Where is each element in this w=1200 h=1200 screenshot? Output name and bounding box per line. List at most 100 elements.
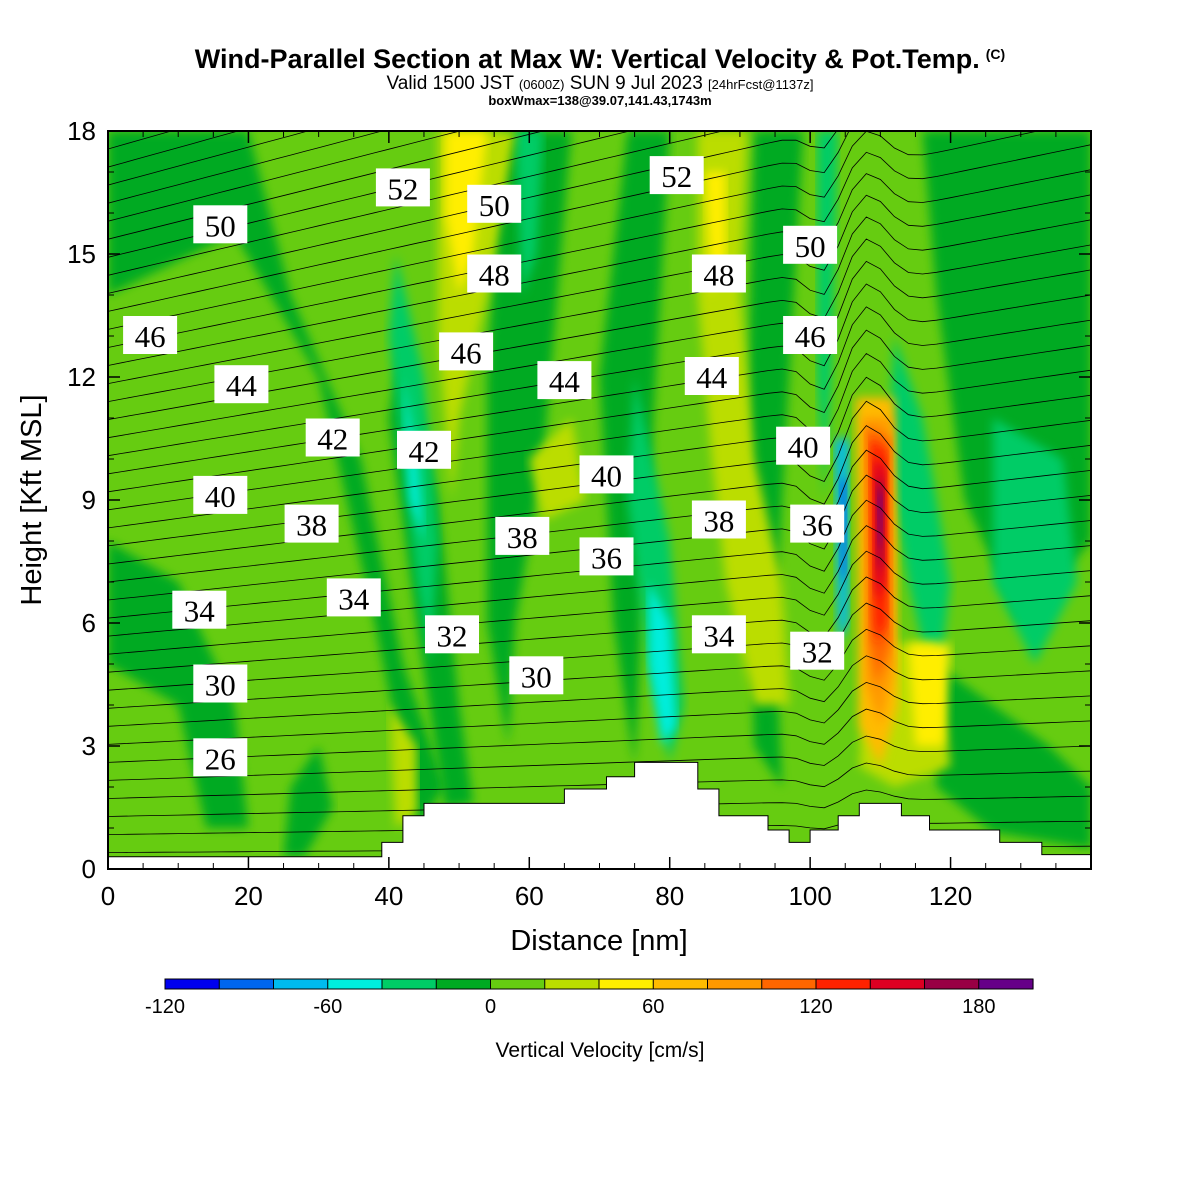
contour-label-box [495, 516, 550, 555]
isentrope-24 [108, 260, 1091, 439]
colorbar-tick-label: 0 [485, 996, 496, 1018]
contour-label-box [193, 664, 248, 703]
contour-label-box [172, 590, 227, 629]
isentrope-30 [108, 131, 1040, 330]
isentrope-27 [108, 194, 1091, 384]
valid-time-utc: (0600Z) [518, 77, 565, 92]
isentrope-34 [108, 131, 632, 258]
isentrope-9 [108, 628, 1091, 709]
isentrope-25 [108, 238, 1091, 420]
isentrope-17 [108, 425, 1091, 565]
colorbar-tick-label: 120 [799, 996, 832, 1018]
velocity-region-25 [908, 643, 951, 746]
contour-label-text: 44 [549, 364, 581, 399]
x-tick-label: 40 [374, 881, 403, 911]
contour-label-text: 40 [591, 458, 622, 493]
isentrope-16 [108, 449, 1091, 583]
x-tick-label: 80 [655, 881, 684, 911]
contour-label-23: 36 [579, 537, 634, 576]
contour-label-text: 50 [205, 208, 236, 243]
contour-label-box [579, 537, 634, 576]
velocity-region-14 [887, 336, 951, 705]
contour-label-9: 46 [439, 332, 494, 371]
contour-label-box [305, 418, 360, 457]
isentrope-12 [108, 550, 1091, 655]
contour-label-text: 34 [184, 594, 216, 629]
contour-label-19: 38 [284, 504, 339, 543]
contour-label-box [397, 430, 451, 469]
contour-label-text: 46 [451, 335, 482, 370]
colorbar-swatch-10 [653, 979, 709, 989]
colorbar-swatch-8 [544, 979, 600, 989]
colorbar-swatch-14 [870, 979, 926, 989]
contour-label-text: 36 [591, 540, 622, 575]
contour-label-text: 44 [226, 368, 258, 403]
contour-label-25: 34 [326, 578, 381, 617]
contour-label-box [776, 426, 831, 465]
chart-title: Wind-Parallel Section at Max W: Vertical… [0, 44, 1200, 75]
contour-label-box [691, 615, 746, 654]
contour-label-text: 44 [696, 360, 728, 395]
velocity-region-34 [877, 491, 883, 550]
contour-label-box [123, 316, 178, 354]
colorbar-tick-label: -120 [145, 996, 185, 1018]
colorbar-tick-label: 60 [642, 996, 664, 1018]
contour-label-text: 40 [788, 430, 819, 465]
isentrope-lines [108, 131, 1091, 853]
contour-label-10: 46 [783, 316, 838, 354]
contour-label-6: 48 [467, 254, 522, 293]
velocity-region-13 [817, 131, 839, 500]
x-tick-label: 20 [234, 881, 263, 911]
contour-label-22: 36 [790, 504, 845, 543]
contour-label-box [509, 656, 564, 695]
isentrope-13 [108, 525, 1091, 637]
chart-subtitle: Valid 1500 JST (0600Z) SUN 9 Jul 2023 [2… [0, 73, 1200, 95]
velocity-region-23 [445, 131, 488, 295]
contour-label-text: 48 [479, 258, 510, 293]
colorbar-swatch-9 [599, 979, 654, 989]
contour-label-text: 42 [317, 422, 348, 457]
contour-label-text: 30 [205, 668, 236, 703]
velocity-region-9 [283, 746, 333, 857]
colorbar-swatch-11 [707, 979, 763, 989]
isentrope-40 [108, 131, 173, 150]
colorbar-swatch-5 [382, 979, 437, 989]
colorbar-swatch-1 [165, 979, 220, 989]
x-axis-label: Distance [nm] [510, 925, 687, 957]
isentrope-32 [108, 131, 838, 294]
contour-label-26: 34 [691, 615, 746, 654]
contour-label-box [691, 500, 746, 539]
x-tick-label: 100 [788, 881, 831, 911]
contour-label-text: 52 [661, 159, 692, 194]
contour-label-4: 50 [193, 205, 248, 244]
contour-label-box [193, 738, 248, 777]
contour-label-17: 40 [193, 475, 248, 514]
terrain-profile [108, 761, 1091, 869]
isentrope-29 [108, 144, 1091, 348]
contour-label-20: 38 [495, 516, 550, 555]
chart-title-text: Wind-Parallel Section at Max W: Vertical… [194, 44, 980, 74]
isentrope-5 [108, 735, 1091, 781]
y-tick-label: 18 [67, 116, 96, 146]
contour-label-text: 52 [387, 171, 418, 206]
contour-label-text: 32 [437, 618, 468, 653]
contour-label-box [439, 332, 494, 371]
velocity-region-20 [388, 705, 417, 828]
contour-label-box [649, 156, 704, 195]
isentrope-38 [108, 131, 310, 186]
isentrope-22 [108, 306, 1091, 475]
contour-label-box [193, 475, 248, 514]
velocity-region-11 [515, 131, 544, 295]
valid-date: SUN 9 Jul 2023 [569, 73, 703, 94]
colorbar-label: Vertical Velocity [cm/s] [496, 1039, 705, 1062]
contour-label-text: 34 [338, 581, 370, 616]
contour-label-15: 42 [397, 430, 451, 469]
contour-label-box [790, 631, 845, 670]
contour-label-16: 40 [776, 426, 831, 465]
contour-label-text: 38 [296, 508, 327, 543]
colorbar-swatch-13 [816, 979, 871, 989]
contour-label-21: 38 [691, 500, 746, 539]
contour-label-box [326, 578, 381, 617]
contour-label-box [425, 615, 479, 654]
